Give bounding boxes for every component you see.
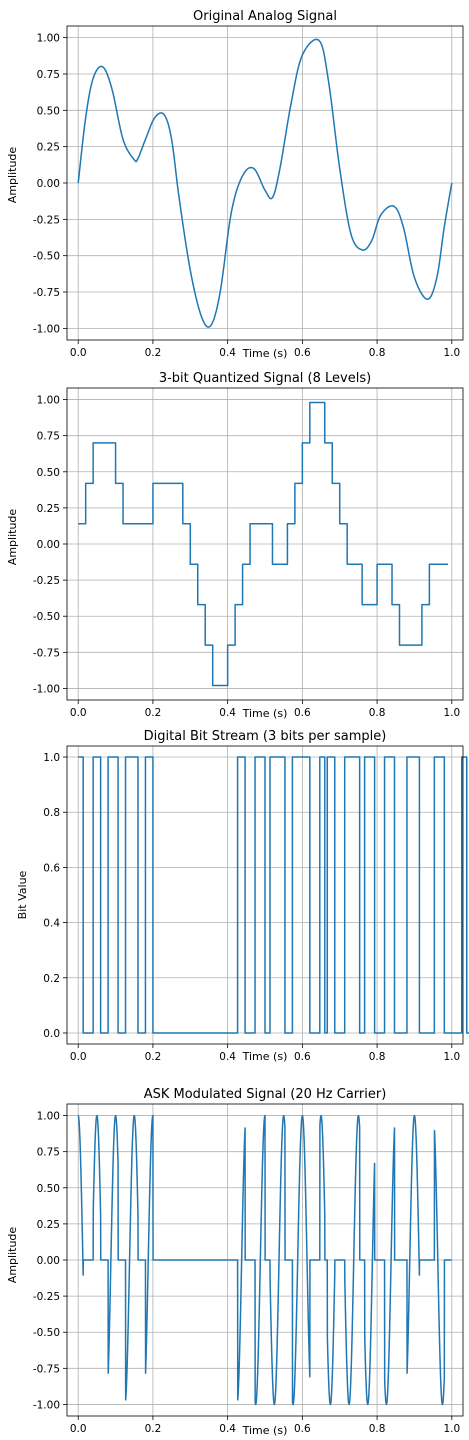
x-axis-label: Time (s): [242, 1424, 288, 1437]
x-tick-label: 0.8: [369, 347, 386, 359]
x-tick-label: 0.4: [219, 1051, 236, 1063]
plot-frame: [66, 25, 464, 341]
x-tick-label: 0.0: [70, 1051, 87, 1063]
x-tick-label: 1.0: [443, 1423, 460, 1435]
y-tick-label: 1.00: [37, 1111, 60, 1123]
chart-title: Original Analog Signal: [193, 9, 337, 24]
chart-title: Digital Bit Stream (3 bits per sample): [144, 729, 387, 744]
y-axis-label: Amplitude: [6, 1227, 19, 1284]
x-tick-label: 1.0: [443, 707, 460, 719]
x-tick-label: 0.4: [219, 347, 236, 359]
y-axis-label: Bit Value: [16, 870, 29, 919]
x-tick-label: 1.0: [443, 1051, 460, 1063]
chart-bit-stream: Digital Bit Stream (3 bits per sample) T…: [16, 729, 469, 1063]
y-tick-label: 0.75: [37, 1147, 60, 1159]
y-tick-label: 1.00: [37, 395, 60, 407]
x-tick-label: 0.8: [369, 1423, 386, 1435]
y-tick-label: -0.75: [33, 1363, 60, 1375]
x-tick-label: 0.2: [145, 1423, 162, 1435]
y-tick-label: -1.00: [33, 323, 60, 335]
plot-frame: [66, 745, 464, 1045]
y-tick-label: 0.25: [37, 1219, 60, 1231]
y-tick-label: -0.25: [33, 214, 60, 226]
plot-frame: [66, 387, 464, 701]
y-tick-label: 0.6: [43, 862, 60, 874]
y-tick-label: 0.4: [43, 918, 60, 930]
plot-frame: [66, 1103, 464, 1417]
y-tick-label: -0.50: [33, 251, 60, 263]
x-tick-label: 0.0: [70, 347, 87, 359]
x-tick-label: 0.0: [70, 1423, 87, 1435]
y-tick-label: -1.00: [33, 683, 60, 695]
chart-quantized-signal: 3-bit Quantized Signal (8 Levels) Time (…: [6, 371, 464, 720]
y-tick-label: -0.50: [33, 1327, 60, 1339]
x-tick-label: 0.6: [294, 1423, 311, 1435]
x-tick-label: 0.0: [70, 707, 87, 719]
y-tick-label: 0.00: [37, 1255, 60, 1267]
y-tick-label: 0.8: [43, 807, 60, 819]
chart-ask-signal: ASK Modulated Signal (20 Hz Carrier) Tim…: [6, 1087, 464, 1437]
x-axis-label: Time (s): [242, 1050, 288, 1063]
y-tick-label: -0.75: [33, 647, 60, 659]
y-tick-label: 1.00: [37, 33, 60, 45]
y-tick-label: -0.50: [33, 611, 60, 623]
x-tick-label: 0.6: [294, 347, 311, 359]
x-tick-label: 0.8: [369, 1051, 386, 1063]
y-tick-label: 0.75: [37, 431, 60, 443]
y-tick-label: -1.00: [33, 1399, 60, 1411]
y-tick-label: 1.0: [43, 752, 60, 764]
chart-analog-signal: Original Analog Signal Time (s) Amplitud…: [6, 9, 464, 360]
y-tick-label: 0.00: [37, 539, 60, 551]
y-tick-label: 0.25: [37, 142, 60, 154]
x-tick-label: 0.6: [294, 707, 311, 719]
chart-title: ASK Modulated Signal (20 Hz Carrier): [144, 1087, 387, 1102]
y-tick-label: 0.75: [37, 69, 60, 81]
series-line: [77, 1114, 453, 1406]
y-axis-label: Amplitude: [6, 509, 19, 566]
x-tick-label: 0.2: [145, 707, 162, 719]
series-line: [77, 38, 453, 328]
x-tick-label: 0.8: [369, 707, 386, 719]
x-tick-label: 0.2: [145, 1051, 162, 1063]
x-tick-label: 0.4: [219, 1423, 236, 1435]
y-tick-label: 0.0: [43, 1028, 60, 1040]
y-tick-label: 0.25: [37, 503, 60, 515]
x-tick-label: 0.6: [294, 1051, 311, 1063]
x-tick-label: 0.4: [219, 707, 236, 719]
x-axis-label: Time (s): [242, 347, 288, 360]
y-tick-label: 0.50: [37, 467, 60, 479]
series-line: [78, 401, 449, 687]
series-line: [78, 756, 469, 1034]
x-tick-label: 1.0: [443, 347, 460, 359]
y-tick-label: -0.25: [33, 575, 60, 587]
y-tick-label: 0.2: [43, 973, 60, 985]
y-axis-label: Amplitude: [6, 147, 19, 204]
y-tick-label: -0.75: [33, 287, 60, 299]
y-tick-label: -0.25: [33, 1291, 60, 1303]
y-tick-label: 0.50: [37, 1183, 60, 1195]
x-tick-label: 0.2: [145, 347, 162, 359]
y-tick-label: 0.50: [37, 105, 60, 117]
x-axis-label: Time (s): [242, 707, 288, 720]
chart-title: 3-bit Quantized Signal (8 Levels): [159, 371, 371, 386]
y-tick-label: 0.00: [37, 178, 60, 190]
